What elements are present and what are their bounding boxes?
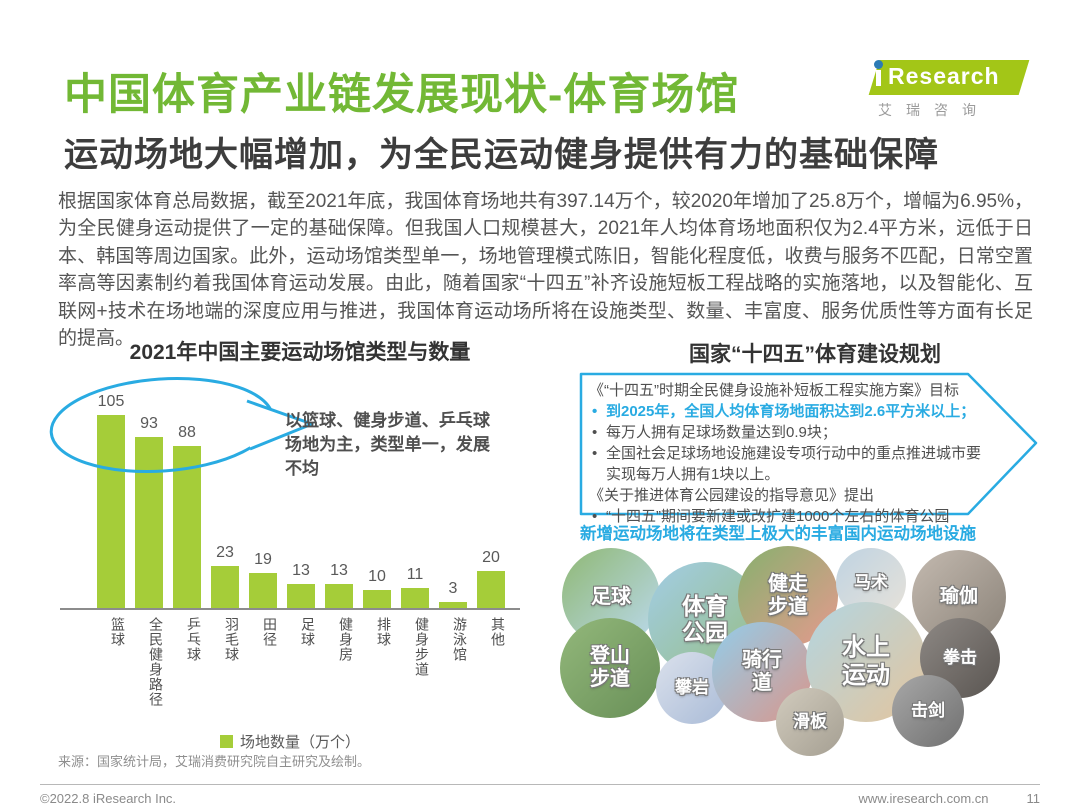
bar: [363, 590, 391, 608]
sport-photo-circle: 滑板: [776, 688, 844, 756]
bar: [477, 571, 505, 608]
bar-column: 11: [401, 566, 429, 608]
bar-value-label: 20: [482, 549, 500, 566]
bar-column: 105: [97, 393, 125, 608]
bar-value-label: 19: [254, 551, 272, 568]
sport-label: 骑行 道: [742, 649, 782, 694]
iresearch-logo: Research 艾瑞咨询: [852, 58, 1032, 120]
bubble-line: 全国社会足球场地设施建设专项行动中的重点推进城市要实现每万人拥有1块以上。: [589, 443, 983, 485]
bar-column: 93: [135, 415, 163, 608]
intro-paragraph: 根据国家体育总局数据，截至2021年底，我国体育场地共有397.14万个，较20…: [58, 191, 1033, 350]
bar-column: 88: [173, 424, 201, 608]
x-axis-label: 排球: [376, 617, 392, 647]
footer: ©2022.8 iResearch Inc. www.iresearch.com…: [40, 791, 1040, 806]
sport-label: 健走 步道: [768, 573, 808, 618]
footer-copyright: ©2022.8 iResearch Inc.: [40, 791, 177, 806]
sport-label: 水上 运动: [842, 634, 890, 689]
bubble-line: 《关于推进体育公园建设的指导意见》提出: [589, 487, 875, 504]
footer-website: www.iresearch.com.cn: [858, 791, 989, 806]
x-axis-label: 乒乓球: [186, 617, 202, 662]
bar-chart-x-axis: 篮球 全民健身路径 乒乓球 羽毛球 田径 足球 健身房 排球 健身步道 游泳馆 其他: [60, 617, 520, 717]
bar: [211, 566, 239, 608]
logo-i-stem: [876, 70, 881, 86]
x-axis-label: 田径: [262, 617, 278, 647]
footer-divider: [40, 784, 1040, 785]
bar-value-label: 11: [406, 566, 424, 583]
legend-label: 场地数量（万个）: [239, 734, 360, 751]
right-panel-title: 国家“十四五”体育建设规划: [689, 343, 941, 366]
x-axis-label: 健身步道: [414, 617, 430, 677]
bar-column: 10: [363, 568, 391, 608]
sport-label: 马术: [854, 573, 888, 593]
footer-page-number: 11: [1026, 791, 1041, 806]
sports-collage: 足球 体育 公园 健走 步道 马术瑜伽登山 步道攀岩 骑行 道 水上 运动 拳击滑板 击剑: [556, 545, 1061, 767]
bar-column: 20: [477, 549, 505, 608]
bar-value-label: 10: [368, 568, 386, 585]
bar-value-label: 88: [178, 424, 196, 441]
bar-column: 23: [211, 544, 239, 608]
page-subtitle: 运动场地大幅增加，为全民运动健身提供有力的基础保障: [64, 136, 939, 174]
bar: [97, 415, 125, 608]
bubble-line: “十四五”期间要新建或改扩建1000个左右的体育公园: [589, 506, 983, 527]
sport-photo-circle: 击剑: [892, 675, 964, 747]
bar: [325, 584, 353, 608]
sport-label: 体育 公园: [682, 592, 728, 645]
sport-label: 拳击: [943, 648, 977, 668]
sport-label: 登山 步道: [590, 645, 630, 690]
bar: [287, 584, 315, 608]
bar-value-label: 3: [448, 580, 458, 597]
bar-value-label: 105: [97, 393, 125, 410]
legend-swatch: [219, 735, 233, 748]
bar-value-label: 13: [292, 562, 310, 579]
bar-column: 13: [325, 562, 353, 608]
chart-legend: 场地数量（万个）: [60, 731, 520, 752]
sport-label: 击剑: [911, 701, 945, 721]
bar-value-label: 93: [140, 415, 158, 432]
x-axis-label: 羽毛球: [224, 617, 240, 662]
bar-chart-section: 2021年中国主要运动场馆类型与数量 105 93 88 23 19 13 13 10 11 3 2…: [60, 336, 565, 752]
x-axis-label: 健身房: [338, 617, 354, 662]
x-axis-label: 篮球: [110, 617, 126, 647]
highlight-statement: 新增运动场地将在类型上极大的丰富国内运动场地设施: [580, 525, 976, 543]
callout-text: 以篮球、健身步道、乒乓球场地为主，类型单一，发展不均: [285, 411, 490, 478]
x-axis-label: 游泳馆: [452, 617, 468, 662]
source-note: 来源：国家统计局，艾瑞消费研究院自主研究及绘制。: [58, 754, 371, 769]
bar: [135, 437, 163, 608]
sport-photo-circle: 登山 步道: [560, 618, 660, 718]
bubble-line: 到2025年，全国人均体育场地面积达到2.6平方米以上；: [589, 401, 983, 422]
bar: [173, 446, 201, 608]
page-title: 中国体育产业链发展现状-体育场馆: [64, 71, 740, 119]
bar: [249, 573, 277, 608]
bar: [439, 602, 467, 608]
sport-label: 足球: [591, 585, 631, 608]
bubble-line: 《“十四五”时期全民健身设施补短板工程实施方案》目标: [589, 382, 959, 399]
bar-value-label: 13: [330, 562, 348, 579]
bar-column: 19: [249, 551, 277, 608]
sport-label: 滑板: [793, 712, 827, 732]
bubble-line: 每万人拥有足球场数量达到0.9块；: [589, 422, 983, 443]
sport-label: 瑜伽: [939, 586, 978, 608]
x-axis-label: 全民健身路径: [148, 617, 164, 707]
x-axis-label: 其他: [490, 617, 506, 647]
sport-label: 攀岩: [675, 678, 709, 698]
policy-bullet-list: 《“十四五”时期全民健身设施补短板工程实施方案》目标到2025年，全国人均体育场…: [589, 380, 983, 527]
bar-column: 3: [439, 580, 467, 608]
bar-column: 13: [287, 562, 315, 608]
logo-i-dot-icon: [874, 60, 883, 69]
bar-value-label: 23: [216, 544, 234, 561]
chart-title: 2021年中国主要运动场馆类型与数量: [129, 341, 471, 364]
logo-caption: 艾瑞咨询: [878, 102, 990, 118]
logo-brand-text: Research: [888, 63, 1000, 89]
bar: [401, 588, 429, 608]
x-axis-label: 足球: [300, 617, 316, 647]
